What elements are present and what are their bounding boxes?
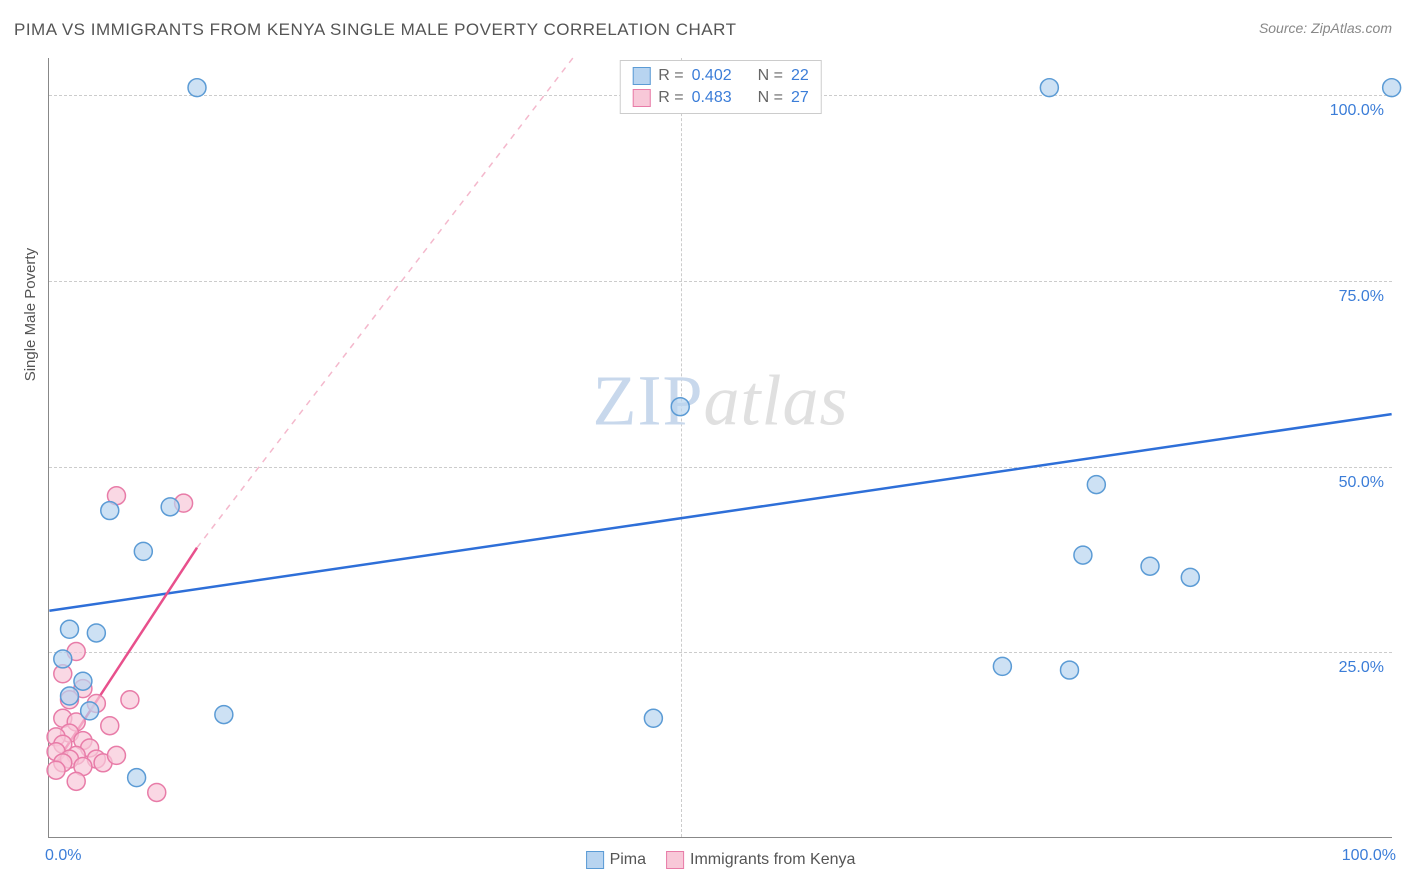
legend-r-label: R = (658, 89, 683, 107)
chart-title: PIMA VS IMMIGRANTS FROM KENYA SINGLE MAL… (14, 20, 736, 40)
point-pima (1087, 476, 1105, 494)
point-pima (134, 542, 152, 560)
point-pima (1061, 661, 1079, 679)
x-tick-100: 100.0% (1342, 847, 1396, 865)
legend-series-item: Immigrants from Kenya (666, 851, 855, 869)
legend-n-label: N = (758, 89, 783, 107)
point-pima (671, 398, 689, 416)
x-tick-0: 0.0% (45, 847, 81, 865)
legend-n-value: 22 (791, 67, 809, 85)
point-pima (81, 702, 99, 720)
legend-r-value: 0.402 (692, 67, 732, 85)
legend-swatch (632, 67, 650, 85)
legend-series-item: Pima (586, 851, 646, 869)
point-pima (87, 624, 105, 642)
point-pima (161, 498, 179, 516)
legend-row: R = 0.402 N = 22 (632, 65, 809, 87)
point-pima (61, 620, 79, 638)
point-kenya (67, 772, 85, 790)
legend-series: Pima Immigrants from Kenya (586, 851, 856, 869)
point-kenya (121, 691, 139, 709)
legend-swatch (666, 851, 684, 869)
legend-r-label: R = (658, 67, 683, 85)
trendline-kenya-extrapolation (197, 58, 573, 548)
point-kenya (148, 783, 166, 801)
legend-swatch (632, 89, 650, 107)
legend-series-label: Immigrants from Kenya (690, 851, 855, 869)
legend-r-value: 0.483 (692, 89, 732, 107)
point-pima (1383, 79, 1401, 97)
point-pima (188, 79, 206, 97)
legend-series-label: Pima (610, 851, 646, 869)
legend-n-value: 27 (791, 89, 809, 107)
chart-container: PIMA VS IMMIGRANTS FROM KENYA SINGLE MAL… (0, 0, 1406, 892)
point-pima (1040, 79, 1058, 97)
point-pima (1141, 557, 1159, 575)
chart-source: Source: ZipAtlas.com (1259, 20, 1392, 36)
point-kenya (47, 761, 65, 779)
point-pima (54, 650, 72, 668)
scatter-plot (49, 58, 1392, 837)
point-pima (644, 709, 662, 727)
point-pima (993, 657, 1011, 675)
point-pima (61, 687, 79, 705)
legend-correlation: R = 0.402 N = 22 R = 0.483 N = 27 (619, 60, 822, 114)
legend-row: R = 0.483 N = 27 (632, 87, 809, 109)
point-pima (1074, 546, 1092, 564)
legend-n-label: N = (758, 67, 783, 85)
point-pima (128, 769, 146, 787)
point-pima (101, 502, 119, 520)
plot-area: ZIPatlas R = 0.402 N = 22 R = 0.483 N = … (48, 58, 1392, 838)
y-axis-title: Single Male Poverty (22, 248, 39, 381)
point-kenya (107, 746, 125, 764)
point-kenya (101, 717, 119, 735)
point-pima (74, 672, 92, 690)
point-pima (1181, 568, 1199, 586)
point-pima (215, 706, 233, 724)
legend-swatch (586, 851, 604, 869)
